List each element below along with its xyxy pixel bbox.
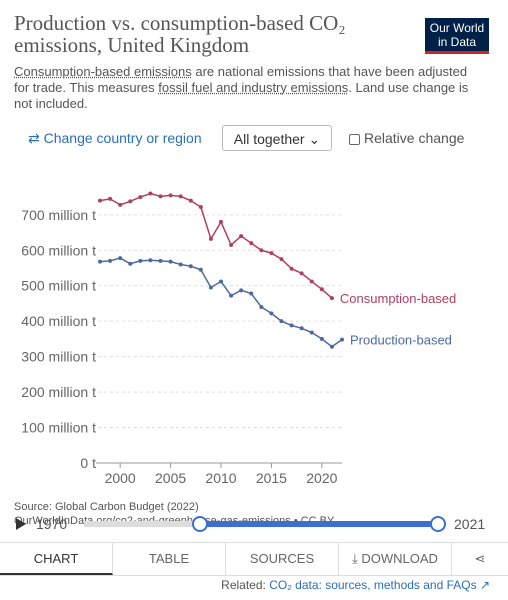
y-tick-label: 100 million t xyxy=(21,420,96,436)
y-tick-label: 0 t xyxy=(80,455,96,471)
point xyxy=(118,202,123,207)
x-tick-label: 2020 xyxy=(306,470,337,486)
point xyxy=(340,337,344,342)
handle[interactable] xyxy=(430,516,446,532)
x-tick-label: 2010 xyxy=(205,470,236,486)
timeline: 1970 2021 xyxy=(16,516,485,532)
point xyxy=(188,264,193,269)
point xyxy=(329,296,334,301)
point xyxy=(138,258,143,263)
point xyxy=(279,257,284,262)
slider-end: 2021 xyxy=(454,516,485,532)
tab[interactable]: TABLE xyxy=(113,543,226,575)
facet-select[interactable]: All together ⌄ xyxy=(222,125,332,151)
chart: 0 t 100 million t 200 million t 300 million… xyxy=(21,191,456,486)
tabs: CHART TABLE SOURCES ⤓ DOWNLOAD ⋖ xyxy=(0,542,508,576)
point xyxy=(98,259,102,264)
point xyxy=(289,266,294,271)
subtitle-text: are national emissions that have been ad… xyxy=(14,64,468,95)
series-line xyxy=(99,192,333,299)
point xyxy=(158,194,163,199)
y-tick-label: 300 million t xyxy=(21,349,96,365)
change-country[interactable]: ⇄ Change country or region xyxy=(28,130,202,146)
point xyxy=(249,241,254,246)
series-label: Production-based xyxy=(350,333,452,348)
tab[interactable]: ⤓ DOWNLOAD xyxy=(339,543,452,575)
point xyxy=(279,319,284,324)
point xyxy=(219,219,223,224)
point xyxy=(208,236,213,241)
title: Production vs. consumption-based CO₂ emi… xyxy=(14,11,346,57)
point xyxy=(168,193,173,198)
slider-start: 1970 xyxy=(36,516,67,532)
point xyxy=(138,195,143,200)
related: Related: CO₂ data: sources, methods and … xyxy=(221,578,490,592)
point xyxy=(299,326,304,331)
y-tick-label: 700 million t xyxy=(21,207,96,223)
point xyxy=(148,258,153,263)
relative-change[interactable]: Relative change xyxy=(364,130,465,146)
x-tick-label: 2015 xyxy=(256,470,287,486)
point xyxy=(239,234,244,239)
series-line xyxy=(99,257,343,348)
tab[interactable]: SOURCES xyxy=(226,543,339,575)
point xyxy=(229,242,234,247)
point xyxy=(108,196,113,201)
tab[interactable]: CHART xyxy=(0,543,113,575)
point xyxy=(299,271,304,276)
point xyxy=(198,205,203,210)
source-text: Source: Global Carbon Budget (2022) xyxy=(14,501,199,513)
point xyxy=(309,330,314,335)
related-link[interactable]: CO₂ data: sources, methods and FAQs ↗ xyxy=(269,578,490,592)
point xyxy=(269,311,274,316)
point xyxy=(178,194,183,199)
point xyxy=(128,261,133,266)
point xyxy=(98,198,102,203)
point xyxy=(198,267,203,272)
point xyxy=(249,291,254,296)
checkbox[interactable] xyxy=(349,134,360,145)
point xyxy=(329,344,334,349)
point xyxy=(219,279,223,284)
point xyxy=(229,293,234,298)
y-tick-label: 200 million t xyxy=(21,384,96,400)
point xyxy=(158,258,163,263)
subtitle-link[interactable]: fossil fuel and industry emissions xyxy=(158,80,349,95)
x-tick-label: 2000 xyxy=(105,470,136,486)
point xyxy=(319,336,324,341)
point xyxy=(118,256,123,261)
handle[interactable] xyxy=(192,516,208,532)
subtitle-text: . Land use change is not included. xyxy=(14,80,469,111)
y-tick-label: 500 million t xyxy=(21,278,96,294)
x-tick-label: 2005 xyxy=(155,470,186,486)
point xyxy=(188,198,193,203)
series-label: Consumption-based xyxy=(340,291,456,306)
point xyxy=(108,258,113,263)
related-prefix: Related: xyxy=(221,578,270,592)
point xyxy=(259,305,264,309)
subtitle: Consumption-based emissions are national… xyxy=(14,64,484,112)
play-button[interactable] xyxy=(16,518,26,530)
point xyxy=(128,199,133,204)
y-tick-label: 400 million t xyxy=(21,313,96,329)
point xyxy=(319,287,324,292)
point xyxy=(148,191,153,196)
point xyxy=(239,288,244,293)
subtitle-link[interactable]: Consumption-based emissions xyxy=(14,64,192,79)
point xyxy=(168,259,173,264)
point xyxy=(259,248,264,253)
logo[interactable]: Our World in Data xyxy=(425,18,489,54)
point xyxy=(269,251,274,256)
point xyxy=(309,279,314,284)
point xyxy=(208,285,213,290)
y-tick-label: 600 million t xyxy=(21,242,96,258)
tab[interactable]: ⋖ xyxy=(474,551,486,566)
point xyxy=(178,262,183,267)
point xyxy=(289,323,294,328)
